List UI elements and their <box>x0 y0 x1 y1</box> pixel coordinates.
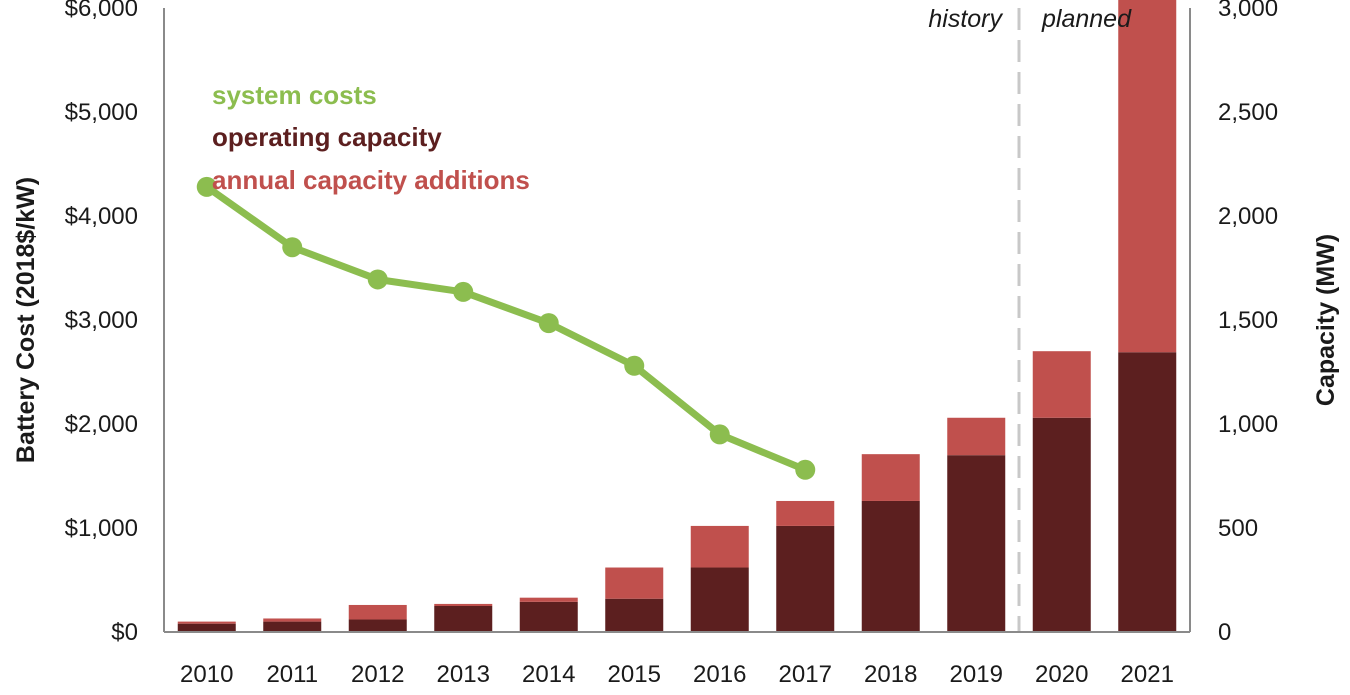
system-costs-point-2016 <box>709 424 730 445</box>
bar-operating-capacity-2019 <box>947 455 1006 632</box>
bar-annual-additions-2012 <box>348 604 407 620</box>
system-costs-point-2012 <box>367 269 388 290</box>
bar-operating-capacity-2018 <box>861 500 920 632</box>
right-tick-label: 2,500 <box>1218 99 1278 126</box>
right-tick-label: 2,000 <box>1218 203 1278 230</box>
right-tick-label: 0 <box>1218 619 1231 646</box>
system-costs-point-2014 <box>538 313 559 334</box>
bar-annual-additions-2011 <box>263 618 322 622</box>
x-axis-ticks: 2010 2011 2012 2013 2014 2015 2016 2017 2018 2019… <box>180 661 1174 688</box>
bar-operating-capacity-2016 <box>690 567 749 632</box>
bar-annual-additions-2016 <box>690 525 749 568</box>
bar-annual-additions-2017 <box>776 500 835 526</box>
bar-operating-capacity-2021 <box>1118 352 1177 632</box>
left-tick-label: $1,000 <box>65 515 138 542</box>
bar-annual-additions-2010 <box>177 621 236 624</box>
bar-operating-capacity-2010 <box>177 623 236 632</box>
system-costs-point-2011 <box>282 237 303 258</box>
right-tick-label: 1,000 <box>1218 411 1278 438</box>
legend-annual-capacity-additions: annual capacity additions <box>212 165 530 195</box>
x-tick-label: 2013 <box>437 661 490 688</box>
bar-annual-additions-2021 <box>1118 0 1177 353</box>
x-tick-label: 2018 <box>864 661 917 688</box>
right-axis-ticks: 0 500 1,000 1,500 2,000 2,500 3,000 <box>1218 0 1278 646</box>
bar-operating-capacity-2015 <box>605 598 664 632</box>
x-tick-label: 2021 <box>1121 661 1174 688</box>
bar-annual-additions-2019 <box>947 417 1006 456</box>
x-tick-label: 2011 <box>266 661 318 688</box>
bar-annual-additions-2020 <box>1032 351 1091 418</box>
system-costs-point-2010 <box>196 176 217 197</box>
planned-label: planned <box>1041 5 1132 33</box>
left-axis-title: Battery Cost (2018$/kW) <box>12 177 40 463</box>
bar-operating-capacity-2012 <box>348 619 407 632</box>
x-tick-label: 2017 <box>779 661 832 688</box>
x-tick-label: 2012 <box>351 661 404 688</box>
left-tick-label: $0 <box>111 619 138 646</box>
x-tick-label: 2020 <box>1035 661 1088 688</box>
right-tick-label: 500 <box>1218 515 1258 542</box>
bar-operating-capacity-2011 <box>263 621 322 632</box>
bar-layer <box>177 0 1177 632</box>
bar-operating-capacity-2020 <box>1032 417 1091 632</box>
bar-operating-capacity-2013 <box>434 606 493 632</box>
system-costs-line <box>203 183 809 474</box>
bar-operating-capacity-2017 <box>776 525 835 632</box>
legend-system-costs: system costs <box>212 80 377 110</box>
bar-annual-additions-2015 <box>605 567 664 599</box>
right-tick-label: 3,000 <box>1218 0 1278 22</box>
bar-annual-additions-2013 <box>434 603 493 606</box>
x-tick-label: 2010 <box>180 661 233 688</box>
left-axis-ticks: $0 $1,000 $2,000 $3,000 $4,000 $5,000 $6,000 <box>65 0 138 646</box>
system-costs-point-2017 <box>795 459 816 480</box>
legend-operating-capacity: operating capacity <box>212 122 442 152</box>
system-costs-point-2015 <box>624 355 645 376</box>
x-tick-label: 2016 <box>693 661 746 688</box>
left-tick-label: $5,000 <box>65 99 138 126</box>
x-tick-label: 2014 <box>522 661 575 688</box>
right-tick-label: 1,500 <box>1218 307 1278 334</box>
bar-annual-additions-2018 <box>861 454 920 501</box>
bar-operating-capacity-2014 <box>519 601 578 632</box>
left-tick-label: $4,000 <box>65 203 138 230</box>
left-tick-label: $3,000 <box>65 307 138 334</box>
system-costs-point-2013 <box>453 281 474 302</box>
x-tick-label: 2015 <box>608 661 661 688</box>
left-tick-label: $2,000 <box>65 411 138 438</box>
left-tick-label: $6,000 <box>65 0 138 22</box>
history-label: history <box>928 5 1003 33</box>
bar-annual-additions-2014 <box>519 597 578 602</box>
right-axis-title: Capacity (MW) <box>1312 234 1340 406</box>
system-costs-line-layer <box>196 176 816 480</box>
x-tick-label: 2019 <box>950 661 1003 688</box>
